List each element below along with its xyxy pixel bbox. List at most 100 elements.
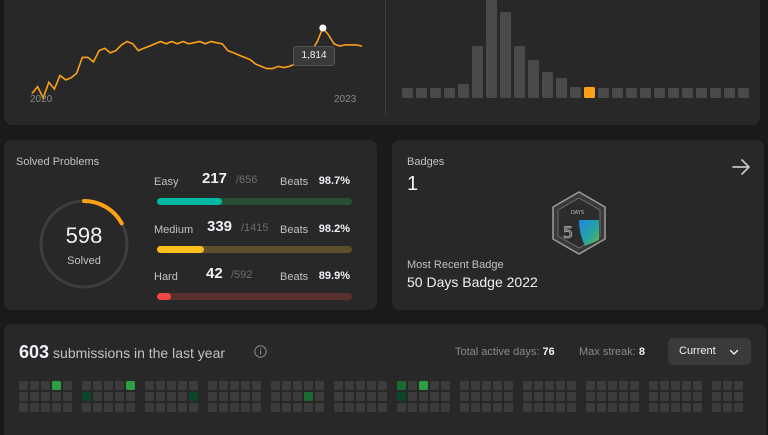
difficulty-count: 42 — [206, 265, 223, 282]
beats-value: 89.9% — [318, 270, 350, 282]
heatmap-cell — [52, 392, 61, 401]
heatmap-cell — [334, 392, 343, 401]
badges-card[interactable]: Badges 1 DAYS 5 Most Recent Badge 50 Day… — [392, 140, 764, 310]
heatmap-cell — [115, 381, 124, 390]
heatmap-cell — [471, 381, 480, 390]
heatmap-cell — [567, 403, 576, 412]
heatmap-cell — [104, 381, 113, 390]
heatmap-cell — [660, 403, 669, 412]
heatmap-cell — [693, 381, 702, 390]
histogram-bar — [626, 88, 637, 98]
contest-rating-card: 1,814 2020 2023 — [4, 0, 760, 125]
medium-progress-track — [157, 246, 352, 253]
heatmap-cell — [493, 381, 502, 390]
histogram-bar — [696, 88, 707, 98]
solved-total-label: Solved — [67, 255, 101, 267]
heatmap-cell — [367, 381, 376, 390]
heatmap-cell — [345, 403, 354, 412]
x-axis-end-label: 2023 — [334, 94, 357, 105]
heatmap-cell — [115, 392, 124, 401]
heatmap-cell — [293, 403, 302, 412]
heatmap-cell — [408, 392, 417, 401]
heatmap-cell — [63, 381, 72, 390]
easy-progress-track — [157, 198, 352, 205]
rating-highlight-point — [319, 24, 327, 32]
heatmap-cell — [419, 392, 428, 401]
heatmap-cell — [230, 381, 239, 390]
heatmap-cell — [345, 392, 354, 401]
heatmap-cell — [52, 381, 61, 390]
beats-value: 98.2% — [318, 223, 350, 235]
heatmap-cell — [334, 381, 343, 390]
histogram-bar — [500, 12, 511, 98]
heatmap-cell — [504, 392, 513, 401]
heatmap-cell — [660, 392, 669, 401]
heatmap-cell — [586, 403, 595, 412]
rating-histogram — [402, 0, 749, 98]
heatmap-cell — [30, 392, 39, 401]
heatmap-cell — [356, 381, 365, 390]
heatmap-cell — [252, 381, 261, 390]
year-select[interactable]: Current — [668, 338, 751, 365]
heatmap-cell — [126, 381, 135, 390]
heatmap-cell — [82, 381, 91, 390]
submissions-title-text: submissions in the last year — [53, 345, 226, 361]
heatmap-cell — [723, 403, 732, 412]
chart-divider — [385, 0, 386, 115]
heatmap-cell — [545, 403, 554, 412]
histogram-bar — [486, 0, 497, 98]
heatmap-cell — [671, 381, 680, 390]
histogram-bar — [668, 88, 679, 98]
heatmap-cell — [41, 403, 50, 412]
heatmap-cell — [630, 392, 639, 401]
heatmap-cell — [41, 392, 50, 401]
badge-image[interactable]: DAYS 5 — [549, 190, 609, 256]
heatmap-cell — [271, 381, 280, 390]
histogram-bar — [542, 72, 553, 98]
heatmap-cell — [523, 392, 532, 401]
heatmap-cell — [178, 381, 187, 390]
max-streak-value: 8 — [638, 346, 646, 358]
heatmap-cell — [293, 381, 302, 390]
heatmap-cell — [460, 392, 469, 401]
heatmap-cell — [219, 392, 228, 401]
heatmap-cell — [145, 381, 154, 390]
heatmap-cell — [145, 392, 154, 401]
histogram-bar — [556, 78, 567, 98]
heatmap-cell — [156, 381, 165, 390]
heatmap-cell — [649, 381, 658, 390]
heatmap-cell — [271, 403, 280, 412]
histogram-bar — [682, 88, 693, 98]
info-icon[interactable] — [254, 345, 267, 358]
heatmap-cell — [115, 403, 124, 412]
heatmap-cell — [723, 381, 732, 390]
histogram-bar — [654, 88, 665, 98]
heatmap-cell — [608, 403, 617, 412]
difficulty-total: /592 — [231, 269, 253, 281]
heatmap-cell — [93, 392, 102, 401]
heatmap-cell — [315, 392, 324, 401]
heatmap-cell — [52, 403, 61, 412]
heatmap-cell — [230, 403, 239, 412]
heatmap-cell — [523, 403, 532, 412]
heatmap-cell — [367, 403, 376, 412]
arrow-right-icon[interactable] — [730, 156, 752, 178]
heatmap-cell — [241, 381, 250, 390]
chevron-down-icon — [729, 347, 739, 357]
solved-total: 598 — [65, 223, 103, 248]
heatmap-cell — [315, 381, 324, 390]
heatmap-cell — [734, 392, 743, 401]
heatmap-cell — [493, 392, 502, 401]
heatmap-cell — [397, 403, 406, 412]
recent-badge-name: 50 Days Badge 2022 — [407, 274, 538, 290]
heatmap-cell — [567, 381, 576, 390]
difficulty-name: Hard — [154, 271, 178, 283]
heatmap-cell — [597, 381, 606, 390]
heatmap-cell — [608, 381, 617, 390]
max-streak-label: Max streak: — [579, 346, 636, 358]
heatmap-cell — [482, 392, 491, 401]
heatmap-cell — [619, 381, 628, 390]
heatmap-cell — [230, 392, 239, 401]
heatmap-cell — [356, 392, 365, 401]
difficulty-total: /656 — [236, 174, 258, 186]
